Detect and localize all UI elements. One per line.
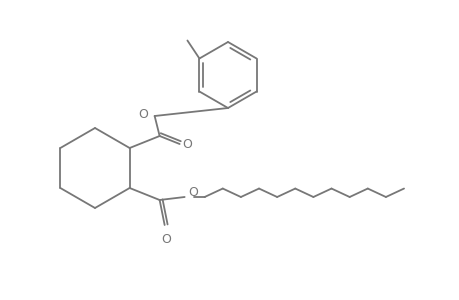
Text: O: O — [182, 139, 192, 152]
Text: O: O — [137, 109, 147, 122]
Text: O: O — [162, 233, 171, 246]
Text: O: O — [188, 187, 198, 200]
